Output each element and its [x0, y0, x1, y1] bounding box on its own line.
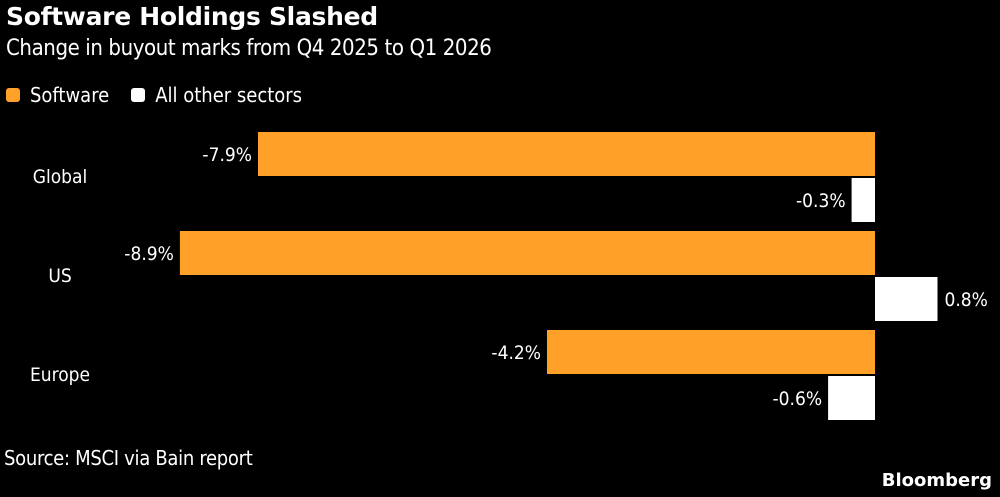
bar-chart: Global -7.9% -0.3% US -8.9% 0.8% Europe -4.2% -0… — [30, 132, 988, 420]
bar-other-global — [851, 178, 875, 222]
category-label-global: Global — [33, 166, 88, 188]
category-label-europe: Europe — [30, 364, 90, 386]
bloomberg-logo: Bloomberg — [881, 470, 992, 491]
legend-item-software: Software — [6, 83, 109, 107]
legend-item-other: All other sectors — [131, 83, 302, 107]
chart-title: Software Holdings Slashed — [6, 2, 378, 31]
legend-swatch-software — [6, 88, 20, 102]
bar-other-europe — [828, 376, 875, 420]
bar-software-us — [179, 231, 875, 275]
legend-swatch-other — [131, 88, 146, 102]
bar-software-europe — [547, 330, 875, 374]
legend: Software All other sectors — [6, 82, 324, 108]
data-label-other-europe: -0.6% — [773, 388, 823, 410]
legend-label-software: Software — [30, 83, 110, 107]
data-label-software-us: -8.9% — [124, 243, 174, 265]
legend-label-other: All other sectors — [155, 83, 303, 107]
data-label-software-global: -7.9% — [202, 144, 252, 166]
data-label-software-europe: -4.2% — [491, 342, 541, 364]
category-label-us: US — [48, 265, 71, 287]
source-note: Source: MSCI via Bain report — [4, 446, 253, 470]
chart-subtitle: Change in buyout marks from Q4 2025 to Q… — [6, 36, 492, 61]
data-label-other-global: -0.3% — [796, 190, 846, 212]
bar-software-global — [258, 132, 875, 176]
bar-other-us — [875, 277, 938, 321]
data-label-other-us: 0.8% — [945, 289, 988, 311]
